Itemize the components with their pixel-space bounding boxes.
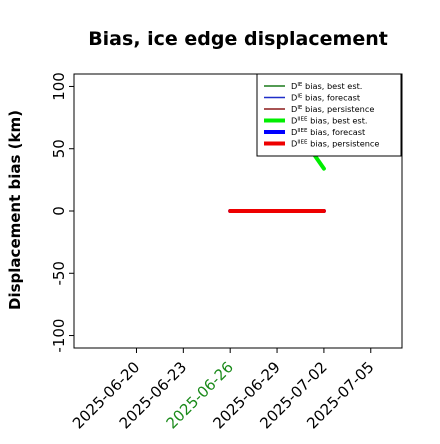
- legend-label-main: D: [291, 139, 297, 149]
- y-tick-label: 50: [50, 139, 68, 158]
- legend-label-main: D: [291, 81, 297, 91]
- y-tick-label: 0: [50, 206, 68, 216]
- legend-label-main: D: [291, 104, 297, 114]
- legend-label-superscript: IIEE: [297, 128, 308, 134]
- legend-label-4: DIIEE bias, forecast: [291, 127, 366, 137]
- legend-label-rest: bias, best est.: [302, 81, 362, 91]
- legend-label-superscript: IE: [297, 94, 303, 100]
- legend-label-main: D: [291, 127, 297, 137]
- legend-label-2: DIE bias, persistence: [291, 104, 374, 114]
- legend-label-1: DIE bias, forecast: [291, 93, 361, 103]
- legend-label-3: DIIEE bias, best est.: [291, 116, 368, 126]
- legend-label-0: DIE bias, best est.: [291, 81, 362, 91]
- legend-label-superscript: IIEE: [297, 117, 308, 123]
- y-tick-label: -100: [50, 319, 68, 353]
- legend-label-rest: bias, forecast: [302, 93, 360, 103]
- legend-label-5: DIIEE bias, persistence: [291, 139, 379, 149]
- legend-label-superscript: IE: [297, 105, 303, 111]
- legend-label-superscript: IE: [297, 82, 303, 88]
- y-tick-label: 100: [50, 72, 68, 101]
- legend-label-superscript: IIEE: [297, 140, 308, 146]
- legend-label-rest: bias, persistence: [308, 139, 380, 149]
- legend-label-main: D: [291, 93, 297, 103]
- plot-area-frame: [73, 73, 403, 349]
- legend-label-rest: bias, best est.: [308, 116, 368, 126]
- chart-title: Bias, ice edge displacement: [88, 28, 388, 50]
- legend: DIE bias, best est.DIE bias, forecastDIE…: [256, 73, 402, 157]
- legend-label-rest: bias, forecast: [308, 127, 366, 137]
- y-axis-label: Displacement bias (km): [6, 110, 24, 310]
- legend-label-main: D: [291, 116, 297, 126]
- legend-label-rest: bias, persistence: [302, 104, 374, 114]
- y-tick-label: -50: [50, 261, 68, 286]
